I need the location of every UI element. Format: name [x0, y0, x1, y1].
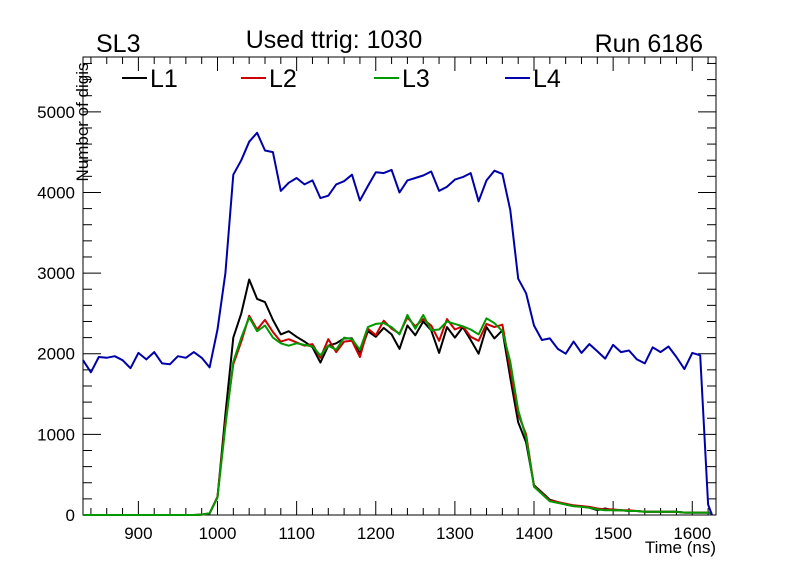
x-tick-label: 1300: [436, 524, 474, 543]
series-lines: [82, 131, 713, 516]
y-tick-label: 5000: [37, 103, 75, 122]
x-tick-label: 1100: [278, 524, 315, 543]
panel-label-right: Run 6186: [595, 30, 703, 58]
panel-label-left: SL3: [96, 30, 140, 58]
series-line-l4: [82, 131, 713, 516]
legend-label-l3: L3: [402, 65, 430, 93]
x-tick-label: 900: [124, 524, 152, 543]
x-tick-label: 1400: [515, 524, 553, 543]
y-tick-label: 1000: [37, 425, 75, 444]
y-tick-label: 0: [66, 506, 75, 525]
plot-frame-border: [82, 56, 717, 516]
legend-label-l2: L2: [269, 65, 297, 93]
x-tick-label: 1500: [594, 524, 632, 543]
x-tick-label: 1200: [357, 524, 395, 543]
legend-label-l4: L4: [533, 65, 561, 93]
axis-ticks: 900 1000 1100 1200 1300 1400 1500 1600 0 1000 2000…: [37, 57, 716, 543]
series-line-l3: [83, 314, 713, 516]
x-axis-label: Time (ns): [645, 538, 716, 557]
plot-frame: [82, 56, 717, 516]
y-tick-label: 4000: [37, 183, 75, 202]
chart-title: Used ttrig: 1030: [246, 26, 423, 54]
legend-label-l1: L1: [150, 65, 178, 93]
y-tick-label: 3000: [37, 264, 75, 283]
x-tick-label: 1600: [673, 524, 711, 543]
y-axis-label: Number of digis: [73, 62, 92, 181]
y-tick-label: 2000: [37, 345, 75, 364]
legend: L1 L2 L3 L4: [122, 65, 561, 93]
x-tick-label: 1000: [199, 524, 237, 543]
